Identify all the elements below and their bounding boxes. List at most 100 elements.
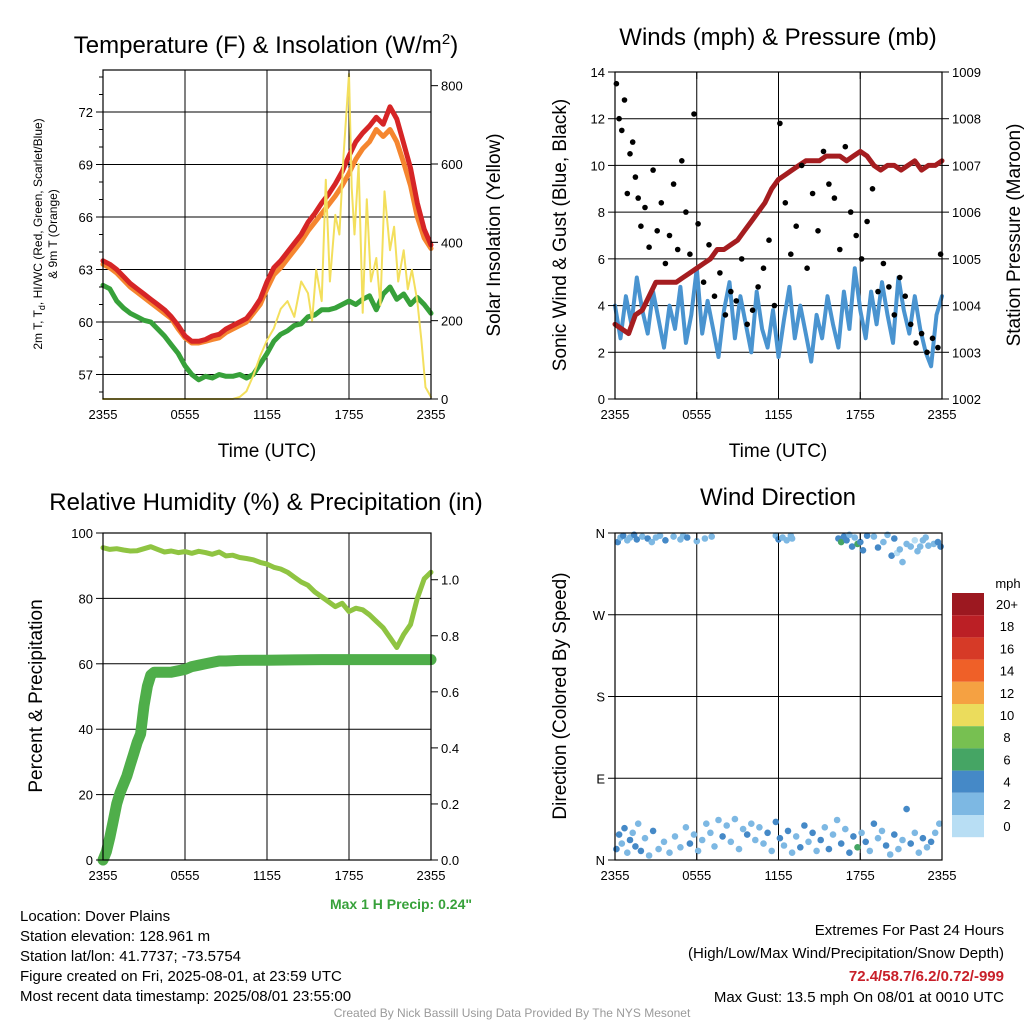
gust-point <box>804 265 810 272</box>
direction-point <box>922 534 929 541</box>
gust-point <box>875 288 881 295</box>
temperature-xtick-label: 1155 <box>253 407 281 422</box>
pressure-y2tick-label: 1003 <box>952 345 981 360</box>
winds-ytick-label: 4 <box>598 299 605 314</box>
gust-point <box>837 246 843 253</box>
direction-point <box>686 840 694 847</box>
direction-point <box>772 818 780 826</box>
colorbar-label: 4 <box>1003 775 1010 790</box>
station-location: Location: Dover Plains <box>20 908 171 925</box>
direction-point <box>656 532 664 539</box>
direction-point <box>677 844 684 851</box>
direction-point <box>916 543 924 550</box>
winds-ytick-label: 14 <box>591 65 605 80</box>
direction-point <box>907 840 914 847</box>
max-precip-note: Max 1 H Precip: 0.24" <box>329 896 472 912</box>
gust-point <box>918 330 925 337</box>
colorbar-swatch <box>952 770 984 793</box>
gust-point <box>847 209 854 215</box>
direction-point <box>911 829 919 837</box>
direction-point <box>863 532 871 539</box>
gust-point <box>627 151 633 157</box>
direction-point <box>613 845 620 853</box>
pressure-ylabel: Station Pressure (Maroon) <box>1004 124 1024 347</box>
gust-point <box>891 312 898 318</box>
direction-point <box>825 845 833 853</box>
gust-point <box>793 223 799 229</box>
humidity-xtick-label: 1755 <box>335 868 364 883</box>
gust-point <box>913 340 919 346</box>
gust-point <box>722 312 729 318</box>
colorbar-swatch <box>952 726 984 749</box>
gust-point <box>809 190 816 197</box>
gust-point <box>744 321 750 328</box>
direction-point <box>895 845 902 853</box>
direction-point <box>752 836 759 844</box>
direction-point <box>859 547 867 554</box>
gust-point <box>679 158 685 164</box>
recent-timestamp: Most recent data timestamp: 2025/08/01 2… <box>20 988 352 1005</box>
humidity-ytick-label: 0 <box>86 853 93 868</box>
direction-point <box>711 843 718 850</box>
winds-xtick-label: 1155 <box>765 407 793 422</box>
direction-point <box>666 849 673 856</box>
insolation-y2tick-label: 200 <box>441 314 463 329</box>
temperature-title: Temperature (F) & Insolation (W/m2) <box>74 31 458 59</box>
direction-point <box>899 558 906 566</box>
temperature-ytick-label: 66 <box>79 210 93 225</box>
gust-point <box>654 228 660 234</box>
direction-point <box>639 533 646 540</box>
gust-point <box>798 162 805 169</box>
pressure-y2tick-label: 1005 <box>952 252 981 267</box>
temperature-ticks: 2355 0555 1155 1755 2355 57 60 63 66 69 72 0 200 400 6… <box>79 70 463 422</box>
colorbar-label: 2 <box>1003 797 1010 812</box>
direction-point <box>693 537 701 545</box>
humidity-ticks: 2355 0555 1155 1755 23550204060801000.00.20.… <box>71 526 459 883</box>
direction-ytick-label: S <box>596 690 605 705</box>
gust-point <box>907 321 914 328</box>
colorbar-swatch <box>952 593 984 616</box>
direction-point <box>936 820 943 827</box>
direction-xtick-label: 0555 <box>682 868 711 883</box>
temperature-xlabel: Time (UTC) <box>218 441 317 462</box>
direction-point <box>671 833 679 840</box>
direction-point <box>927 838 935 846</box>
winds-series <box>612 80 945 369</box>
extremes-info: Extremes For Past 24 Hours (High/Low/Max… <box>688 919 1004 1008</box>
direction-point <box>937 543 944 550</box>
direction-point <box>891 535 898 542</box>
gust-point <box>733 298 740 304</box>
winds-ytick-label: 6 <box>598 252 605 267</box>
precip-y2tick-label: 0.6 <box>441 685 459 700</box>
direction-point <box>899 836 906 844</box>
direction-point <box>903 805 910 813</box>
precip-y2tick-label: 0.0 <box>441 853 459 868</box>
humidity-title: Relative Humidity (%) & Precipitation (i… <box>49 489 482 516</box>
direction-point <box>715 816 722 824</box>
direction-point <box>780 842 788 849</box>
winds-ytick-label: 10 <box>591 158 605 173</box>
direction-point <box>682 824 690 831</box>
colorbar-swatch <box>952 681 984 704</box>
direction-point <box>731 815 739 823</box>
direction-point <box>632 843 639 850</box>
direction-point <box>756 824 763 831</box>
gust-point <box>886 284 892 290</box>
gust-point <box>691 111 697 117</box>
direction-point <box>633 536 641 543</box>
direction-point <box>670 533 677 540</box>
direction-xtick-label: 1755 <box>846 868 875 883</box>
pressure-y2tick-label: 1002 <box>952 392 981 407</box>
direction-point <box>821 824 829 831</box>
direction-point <box>925 542 932 549</box>
direction-point <box>629 829 636 837</box>
direction-point <box>891 831 898 838</box>
direction-point <box>805 838 812 846</box>
colorbar-label: 14 <box>1000 664 1014 679</box>
speed-colorbar: mph 20+ 18 16 14 12 10 8 6 4 2 0 <box>952 576 1021 838</box>
winds-xtick-label: 2355 <box>928 407 957 422</box>
direction-point <box>878 827 886 835</box>
direction-point <box>719 833 726 840</box>
